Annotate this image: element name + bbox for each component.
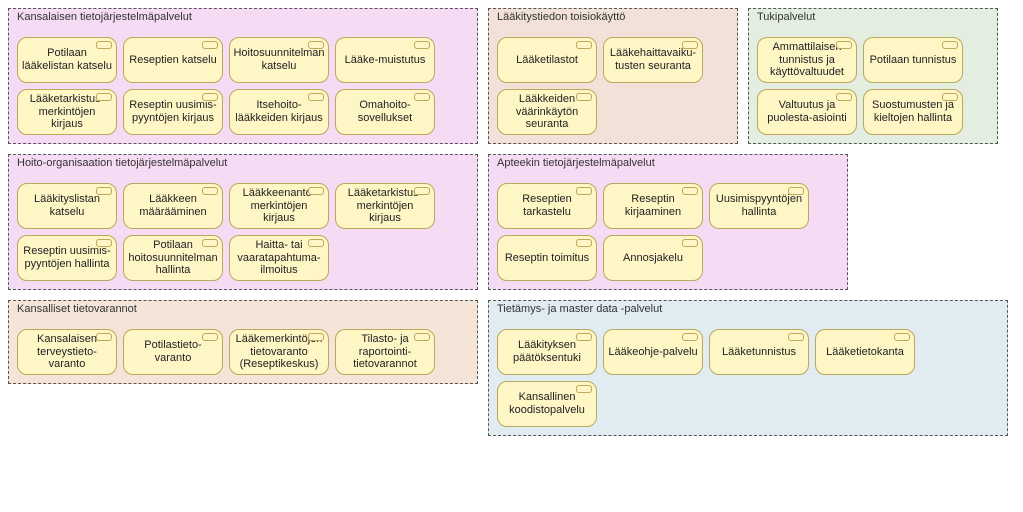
- group-items: Ammattilaisen tunnistus ja käyttövaltuud…: [757, 37, 989, 135]
- group-items: Lääkityksen päätöksentukiLääkeohje-palve…: [497, 329, 999, 427]
- service-node: Reseptin uusimis-pyyntöjen kirjaus: [123, 89, 223, 135]
- group-title: Tukipalvelut: [755, 11, 817, 23]
- service-node: Suostumusten ja kieltojen hallinta: [863, 89, 963, 135]
- service-node: Lääkeohje-palvelu: [603, 329, 703, 375]
- group-g1: Kansalaisen tietojärjestelmäpalvelut Poti…: [8, 8, 478, 144]
- group-title: Kansalaisen tietojärjestelmäpalvelut: [15, 11, 194, 23]
- service-node: Lääkityslistan katselu: [17, 183, 117, 229]
- group-title: Tietämys- ja master data -palvelut: [495, 303, 664, 315]
- service-node: Lääkkeenanto-merkintöjen kirjaus: [229, 183, 329, 229]
- service-node: Lääkkeiden väärinkäytön seuranta: [497, 89, 597, 135]
- service-node: Tilasto- ja raportointi-tietovarannot: [335, 329, 435, 375]
- service-node: Ammattilaisen tunnistus ja käyttövaltuud…: [757, 37, 857, 83]
- layout-row: Kansalaisen tietojärjestelmäpalvelut Poti…: [8, 8, 1015, 144]
- service-node: Lääketunnistus: [709, 329, 809, 375]
- service-node: Potilaan hoitosuunnitelman hallinta: [123, 235, 223, 281]
- service-node: Potilaan lääkelistan katselu: [17, 37, 117, 83]
- service-node: Kansallinen koodistopalvelu: [497, 381, 597, 427]
- service-node: Lääketilastot: [497, 37, 597, 83]
- group-g7: Tietämys- ja master data -palvelut Lääkit…: [488, 300, 1008, 436]
- service-node: Potilaan tunnistus: [863, 37, 963, 83]
- group-items: Kansalaisen terveystieto-varantoPotilast…: [17, 329, 469, 375]
- layout-row: Hoito-organisaation tietojärjestelmäpalv…: [8, 154, 1015, 290]
- group-g4: Hoito-organisaation tietojärjestelmäpalv…: [8, 154, 478, 290]
- service-node: Annosjakelu: [603, 235, 703, 281]
- service-node: Hoitosuunnitelman katselu: [229, 37, 329, 83]
- service-node: Reseptin kirjaaminen: [603, 183, 703, 229]
- group-g2: Lääkitystiedon toisiokäyttö Lääketilastot…: [488, 8, 738, 144]
- service-node: Lääkemerkintöjen tietovaranto (Reseptike…: [229, 329, 329, 375]
- group-g5: Apteekin tietojärjestelmäpalvelut Resepti…: [488, 154, 848, 290]
- group-items: LääketilastotLääkehaittavaiku-tusten seu…: [497, 37, 729, 135]
- group-title: Apteekin tietojärjestelmäpalvelut: [495, 157, 657, 169]
- service-node: Omahoito-sovellukset: [335, 89, 435, 135]
- service-node: Itsehoito-lääkkeiden kirjaus: [229, 89, 329, 135]
- service-node: Lääkehaittavaiku-tusten seuranta: [603, 37, 703, 83]
- service-node: Reseptien tarkastelu: [497, 183, 597, 229]
- service-node: Kansalaisen terveystieto-varanto: [17, 329, 117, 375]
- service-node: Reseptien katselu: [123, 37, 223, 83]
- group-items: Lääkityslistan katseluLääkkeen määräämin…: [17, 183, 469, 281]
- group-g6: Kansalliset tietovarannot Kansalaisen ter…: [8, 300, 478, 384]
- group-title: Hoito-organisaation tietojärjestelmäpalv…: [15, 157, 229, 169]
- service-node: Lääketarkistus-merkintöjen kirjaus: [335, 183, 435, 229]
- service-node: Valtuutus ja puolesta-asiointi: [757, 89, 857, 135]
- layout-row: Kansalliset tietovarannot Kansalaisen ter…: [8, 300, 1015, 436]
- service-node: Lääketarkistus-merkintöjen kirjaus: [17, 89, 117, 135]
- group-items: Potilaan lääkelistan katseluReseptien ka…: [17, 37, 469, 135]
- group-title: Kansalliset tietovarannot: [15, 303, 139, 315]
- service-node: Lääkityksen päätöksentuki: [497, 329, 597, 375]
- service-node: Reseptin toimitus: [497, 235, 597, 281]
- group-title: Lääkitystiedon toisiokäyttö: [495, 11, 627, 23]
- service-node: Reseptin uusimis-pyyntöjen hallinta: [17, 235, 117, 281]
- service-node: Lääke-muistutus: [335, 37, 435, 83]
- service-node: Uusimispyyntöjen hallinta: [709, 183, 809, 229]
- group-items: Reseptien tarkasteluReseptin kirjaaminen…: [497, 183, 839, 281]
- group-g3: Tukipalvelut Ammattilaisen tunnistus ja k…: [748, 8, 998, 144]
- service-node: Haitta- tai vaaratapahtuma-ilmoitus: [229, 235, 329, 281]
- service-node: Lääkkeen määrääminen: [123, 183, 223, 229]
- service-node: Lääketietokanta: [815, 329, 915, 375]
- service-node: Potilastieto-varanto: [123, 329, 223, 375]
